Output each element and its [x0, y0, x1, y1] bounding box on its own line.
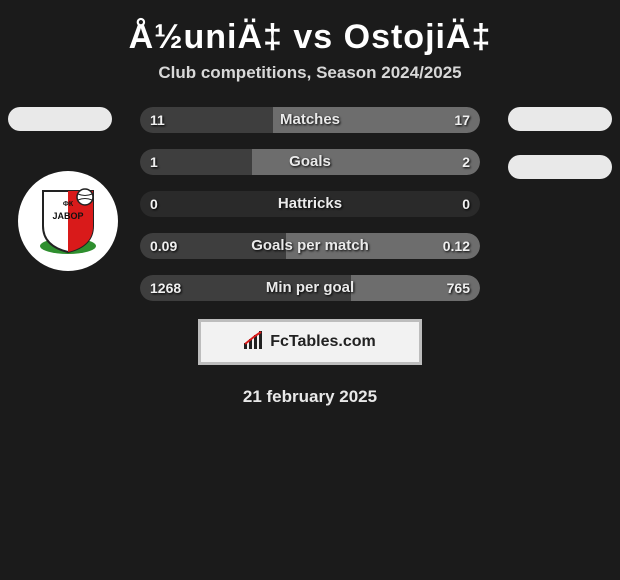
page-subtitle: Club competitions, Season 2024/2025 [0, 63, 620, 83]
date-text: 21 february 2025 [0, 387, 620, 407]
stat-label: Goals per match [140, 233, 480, 259]
player-left-chip [8, 107, 112, 131]
stat-row: 00Hattricks [140, 191, 480, 217]
stat-row: 12Goals [140, 149, 480, 175]
svg-text:ФК: ФК [63, 201, 74, 208]
stat-pill: 00Hattricks [140, 191, 480, 217]
stat-label: Matches [140, 107, 480, 133]
stat-pill: 12Goals [140, 149, 480, 175]
player-right-chip-1 [508, 107, 612, 131]
stat-pill: 1117Matches [140, 107, 480, 133]
stat-pill: 1268765Min per goal [140, 275, 480, 301]
stat-row: 1268765Min per goal [140, 275, 480, 301]
stats-area: ФК JABОР 1117Matches 12Goals 00Hattricks 0.… [0, 107, 620, 301]
stat-label: Hattricks [140, 191, 480, 217]
javor-badge-icon: ФК JABОР [38, 186, 98, 256]
svg-text:JABОР: JABОР [52, 211, 83, 221]
stat-label: Min per goal [140, 275, 480, 301]
branding-text: FcTables.com [270, 333, 376, 351]
stat-row: 1117Matches [140, 107, 480, 133]
stat-label: Goals [140, 149, 480, 175]
stat-bars: 1117Matches 12Goals 00Hattricks 0.090.12Goa… [140, 107, 480, 301]
stat-pill: 0.090.12Goals per match [140, 233, 480, 259]
comparison-widget: Å½uniÄ‡ vs OstojiÄ‡ Club competitions, S… [0, 18, 620, 407]
player-right-chip-2 [508, 155, 612, 179]
stat-row: 0.090.12Goals per match [140, 233, 480, 259]
team-logo-left: ФК JABОР [18, 171, 118, 271]
bars-chart-icon [244, 331, 266, 354]
branding-box[interactable]: FcTables.com [198, 319, 422, 365]
page-title: Å½uniÄ‡ vs OstojiÄ‡ [0, 18, 620, 57]
